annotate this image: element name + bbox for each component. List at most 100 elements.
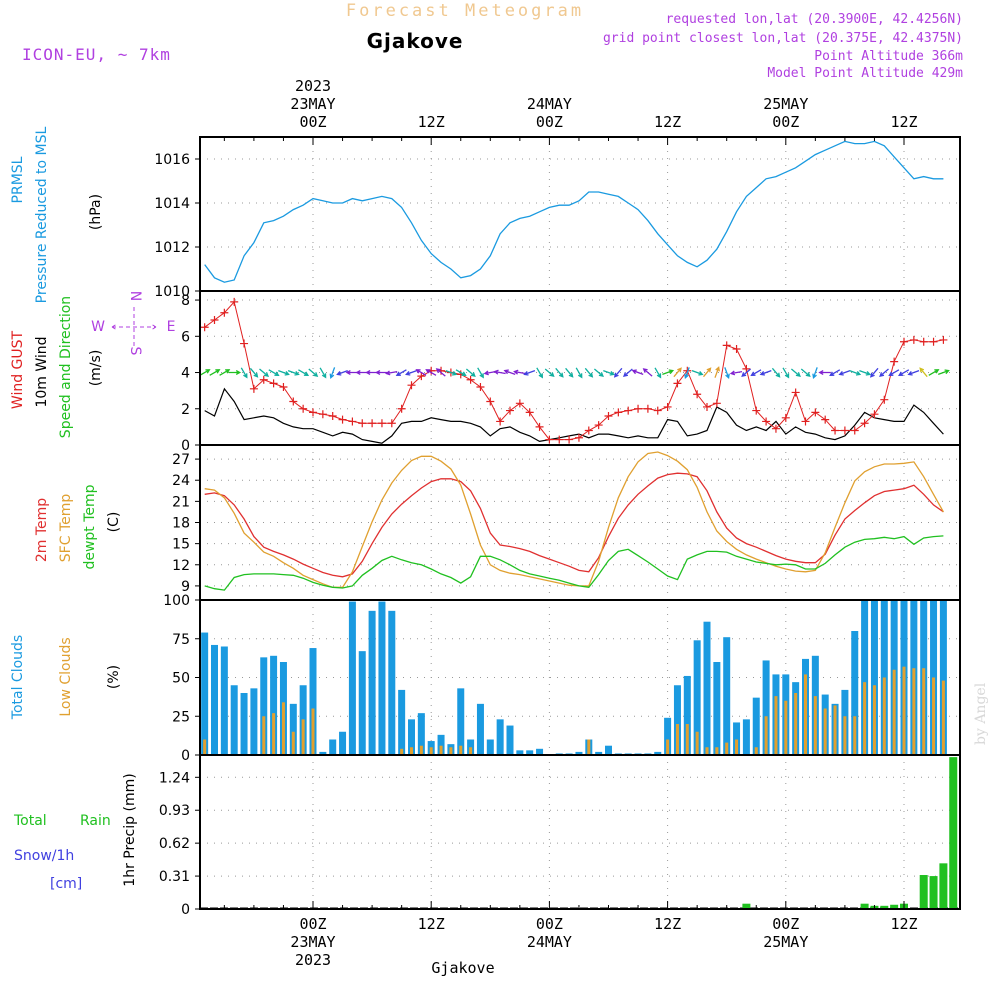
wind-direction-arrow	[415, 369, 427, 376]
wind-ytick-label: 6	[181, 329, 190, 345]
gust-point	[742, 364, 751, 373]
low-cloud-bar	[439, 745, 443, 755]
precip-panel: 0 0.31 0.62 0.93 1.24	[159, 755, 960, 918]
total-cloud-bar	[851, 631, 859, 755]
total-cloud-bar	[378, 601, 386, 755]
time-label-bottom: 25MAY	[763, 933, 808, 951]
total-cloud-bar	[457, 688, 465, 755]
model-label: ICON-EU, ~ 7km	[22, 45, 171, 64]
bottom-location-label: Gjakove	[431, 959, 494, 977]
temp-ylabel-sfc: SFC Temp	[58, 494, 74, 563]
wind-direction-arrow	[859, 369, 872, 376]
wind-ylabel-direction: Speed and Direction	[58, 296, 74, 438]
low-cloud-bar	[794, 693, 798, 755]
precip-bar	[880, 905, 889, 909]
wind-direction-arrow	[336, 369, 348, 376]
gust-point	[289, 397, 298, 406]
gust-point	[269, 379, 278, 388]
total-cloud-bar	[309, 648, 317, 755]
wind-ylabel-gust: Wind GUST	[10, 330, 26, 409]
gust-point	[653, 406, 662, 415]
time-label-bottom: 00Z	[536, 915, 563, 933]
precip-bar	[929, 876, 938, 909]
wind-direction-arrow	[268, 369, 280, 376]
wind-direction-arrow	[455, 369, 467, 376]
gust-point	[614, 408, 623, 417]
gust-point	[220, 308, 229, 317]
low-cloud-bar	[429, 747, 433, 755]
gust-point	[712, 399, 721, 408]
chart-title: Gjakove	[367, 29, 464, 53]
wind-direction-arrow	[493, 369, 506, 375]
compass-east: E	[167, 319, 176, 335]
wind-direction-arrow	[298, 369, 310, 376]
precip-bar	[919, 875, 928, 909]
gust-point	[604, 412, 613, 421]
time-label-bottom: 00Z	[772, 915, 799, 933]
gust-point	[663, 402, 672, 411]
wind-direction-arrow	[812, 367, 818, 379]
time-axis-labels: PRMSL Pressure Reduced to MSL (hPa) Wind GU…	[10, 77, 918, 969]
point-altitude: Point Altitude 366m	[814, 49, 963, 64]
low-cloud-bar	[813, 696, 817, 755]
precip-bar	[742, 903, 751, 909]
temperature-ytick-label: 15	[172, 537, 190, 553]
gust-point	[703, 402, 711, 411]
gust-point	[555, 435, 564, 444]
total-cloud-bar	[319, 751, 327, 755]
wind-direction-arrow	[287, 369, 300, 376]
low-cloud-bar	[400, 748, 404, 755]
wind-ylabel-unit: (m/s)	[88, 350, 104, 387]
gust-point	[565, 435, 574, 444]
total-cloud-bar	[201, 632, 209, 755]
wind-direction-arrow	[240, 367, 248, 379]
wind-direction-arrow	[888, 369, 900, 376]
low-cloud-bar	[705, 747, 709, 755]
wind-direction-arrow	[477, 367, 484, 379]
gust-point	[821, 415, 830, 424]
wind-direction-arrow	[329, 367, 336, 379]
precip-bar	[939, 863, 948, 909]
low-cloud-bar	[262, 716, 266, 755]
wind-direction-arrow	[879, 368, 889, 377]
pressure-ytick-label: 1014	[154, 196, 190, 212]
wind-direction-arrow	[654, 367, 662, 379]
wind-ytick-label: 8	[181, 293, 190, 309]
grid-point-coords: grid point closest lon,lat (20.375E, 42.…	[603, 31, 963, 46]
time-label-top: 12Z	[418, 113, 445, 131]
wind-direction-arrow	[503, 369, 516, 376]
time-label-bottom: 2023	[295, 951, 331, 969]
wind-direction-arrow	[662, 369, 675, 376]
low-cloud-bar	[587, 739, 591, 755]
gust-point	[249, 384, 258, 393]
total-cloud-bar	[693, 640, 701, 755]
wind-direction-arrow	[565, 367, 574, 378]
total-cloud-bar	[329, 739, 337, 755]
wind10-series-line	[204, 387, 944, 444]
pressure-ylabel-unit: (hPa)	[88, 194, 104, 230]
wind-direction-arrow	[319, 367, 327, 379]
time-label-top: 00Z	[772, 113, 799, 131]
low-cloud-bar	[410, 747, 413, 755]
wind-direction-arrow	[575, 367, 583, 379]
temperature-ytick-label: 18	[172, 516, 190, 532]
total-cloud-bar	[260, 657, 268, 755]
pressure-panel: 1010 1012 1014 1016	[154, 137, 960, 300]
temperature-frame	[199, 444, 961, 601]
wind-ytick-label: 4	[181, 366, 190, 382]
clouds-ytick-label: 100	[163, 593, 190, 609]
precip-frame	[199, 754, 961, 910]
total-cloud-bar	[536, 748, 544, 755]
wind-direction-arrow	[631, 369, 644, 376]
low-cloud-bar	[291, 731, 295, 755]
wind-direction-arrow	[483, 370, 496, 376]
gust-point	[624, 406, 633, 415]
pressure-ytick-label: 1016	[154, 152, 190, 168]
low-cloud-bar	[853, 716, 857, 755]
temperature-panel: 9 12 15 18 21 24 27	[172, 445, 960, 600]
gust-point	[840, 426, 849, 435]
wind-direction-arrow	[259, 368, 270, 377]
gust-point	[939, 335, 948, 344]
total-cloud-bar	[595, 751, 603, 755]
